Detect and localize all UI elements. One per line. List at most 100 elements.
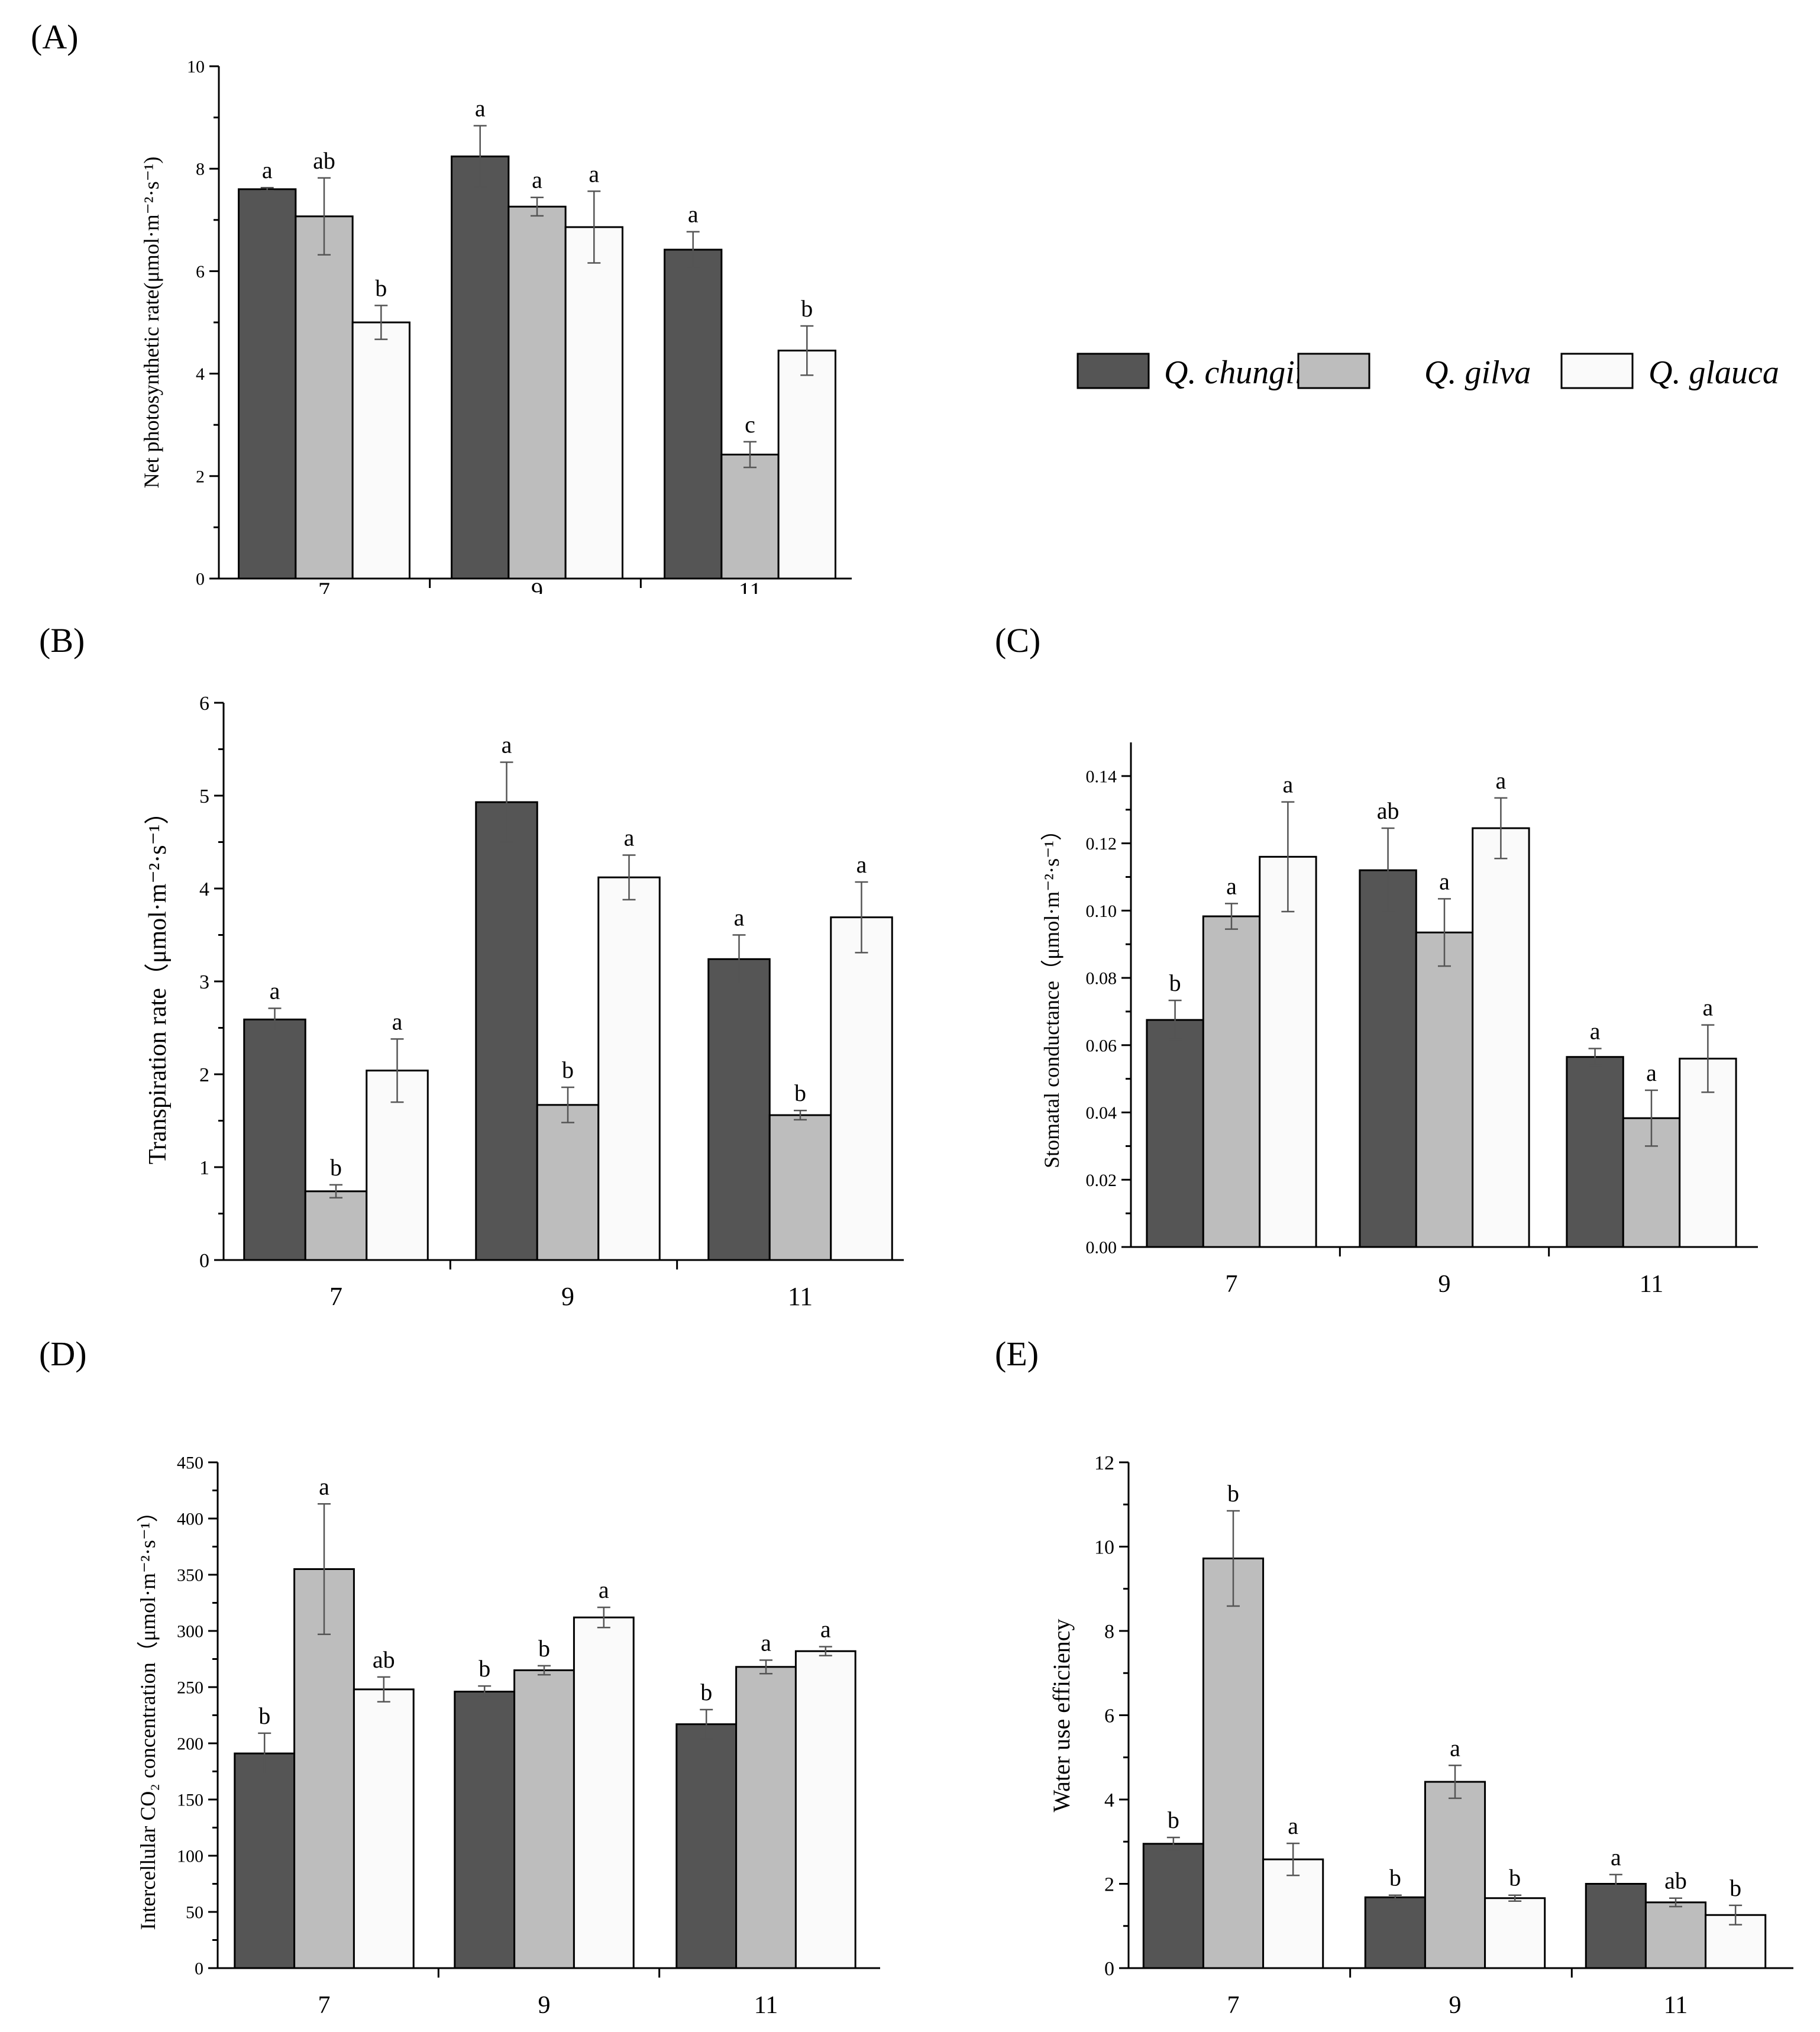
panel-label: (D) [39,1335,87,1373]
chart-panel-b: (B) 0 1 2 3 4 5 6 Transpiration rate（μmol·m⁻²·s⁻… [39,621,904,1311]
bar-q-glauca [794,1650,856,1969]
bar-q-chungii [1585,1883,1647,1969]
significance-letter: b [1227,1480,1239,1507]
significance-letter: a [1703,994,1714,1021]
significance-letter: a [624,824,635,851]
y-tick-label: 3 [199,971,209,993]
significance-letter: a [1439,868,1450,894]
significance-letter: a [688,201,699,228]
legend-label-q-chungii: Q. chungii [1164,354,1304,391]
bar-q-gilva [295,215,354,580]
bar-q-gilva [507,205,567,580]
bar-q-glauca [1259,855,1317,1248]
y-tick-label: 0 [199,1250,209,1272]
bar-q-gilva [513,1669,575,1969]
y-tick-label: 400 [177,1510,203,1529]
significance-letter: b [258,1703,270,1729]
y-tick-label: 0.00 [1086,1238,1117,1258]
bar-q-gilva [1424,1781,1486,1969]
y-tick-label: 0.10 [1086,902,1117,921]
legend-swatch-q-chungii [1077,353,1150,389]
legend-swatch-q-gilva [1297,353,1370,389]
bar-q-chungii [475,801,538,1261]
significance-letter: b [700,1679,712,1705]
y-tick-label: 0.02 [1086,1171,1117,1190]
significance-letter: b [562,1057,574,1083]
significance-letter: b [538,1635,550,1662]
significance-letter: ab [313,147,335,174]
y-axis-title: Transpiration rate（μmol·m⁻²·s⁻¹） [144,800,172,1165]
bar-q-glauca [597,876,661,1261]
bar-q-gilva [720,453,780,580]
significance-letter: b [1509,1865,1521,1891]
x-tick-label: 11 [1640,1271,1663,1298]
y-tick-label: 300 [177,1622,203,1642]
y-tick-label: 2 [199,1064,209,1086]
significance-letter: a [475,95,486,121]
legend-label-q-gilva: Q. gilva [1424,354,1531,391]
bar-q-gilva [1415,931,1474,1248]
bar-q-gilva [1644,1901,1707,1969]
bar-q-gilva [536,1104,600,1261]
y-tick-label: 100 [177,1847,203,1866]
y-tick-label: 12 [1094,1452,1114,1474]
x-tick-label: 11 [1664,1992,1688,2019]
bar-q-glauca [1484,1897,1546,1969]
significance-letter: b [1169,970,1181,996]
y-tick-label: 0.06 [1086,1036,1117,1055]
panel-label: (C) [995,621,1040,660]
y-axis-title: Stomatal conductance（μmol·m⁻²·s⁻¹） [1040,819,1063,1168]
y-tick-label: 0 [196,570,205,589]
legend-swatch-q-glauca [1560,353,1634,389]
x-tick-label: 7 [329,1282,342,1311]
significance-letter: a [1496,767,1507,794]
y-tick-label: 0 [1104,1958,1114,1980]
bar-q-chungii [1146,1019,1204,1248]
x-tick-label: 11 [754,1992,778,2019]
y-tick-label: 6 [196,262,205,282]
significance-letter: a [1646,1059,1657,1086]
y-tick-label: 200 [177,1734,203,1754]
significance-letter: ab [373,1646,395,1673]
y-axis-title: Water use efficiency [1048,1619,1075,1813]
bar-q-glauca [1262,1858,1324,1969]
bar-q-glauca [1472,827,1530,1248]
y-tick-label: 250 [177,1678,203,1698]
significance-letter: b [801,295,813,322]
bar-q-glauca [564,226,623,580]
significance-letter: a [392,1008,403,1035]
significance-letter: b [375,274,387,301]
significance-letter: a [820,1616,831,1643]
y-tick-label: 50 [186,1903,203,1923]
significance-letter: a [319,1473,329,1500]
y-tick-label: 8 [1104,1621,1114,1643]
y-tick-label: 2 [1104,1873,1114,1895]
y-tick-label: 10 [187,57,205,77]
significance-letter: b [1389,1865,1401,1891]
bar-q-chungii [1364,1896,1426,1969]
panel-label: (E) [995,1335,1039,1373]
x-tick-label: 9 [538,1992,551,2019]
legend: Q. chungii Q. gilva Q. glauca [1077,353,1779,391]
significance-letter: a [1283,771,1294,798]
bar-q-gilva [293,1568,355,1969]
bar-q-chungii [238,188,297,580]
y-tick-label: 0.14 [1086,767,1117,786]
bar-q-gilva [1202,1557,1265,1969]
panel-label: (A) [31,18,79,56]
bar-q-chungii [707,958,771,1261]
significance-letter: a [734,904,745,931]
y-tick-label: 4 [1104,1789,1114,1811]
chart-panel-d: (D) 0 50 100 150 200 250 300 350 400 450 Intercellu… [39,1335,880,2019]
y-tick-label: 2 [196,467,205,486]
bar-q-gilva [735,1666,797,1969]
y-tick-label: 6 [1104,1705,1114,1727]
y-tick-label: 350 [177,1566,203,1585]
y-tick-label: 150 [177,1791,203,1810]
y-tick-label: 0 [195,1959,203,1979]
significance-letter: a [589,160,599,187]
x-tick-label: 9 [561,1282,574,1311]
y-axis-title: Intercellular CO₂ concentration（μmol·m⁻²… [136,1501,160,1930]
bar-q-chungii [1142,1843,1204,1969]
significance-letter: c [745,411,755,438]
